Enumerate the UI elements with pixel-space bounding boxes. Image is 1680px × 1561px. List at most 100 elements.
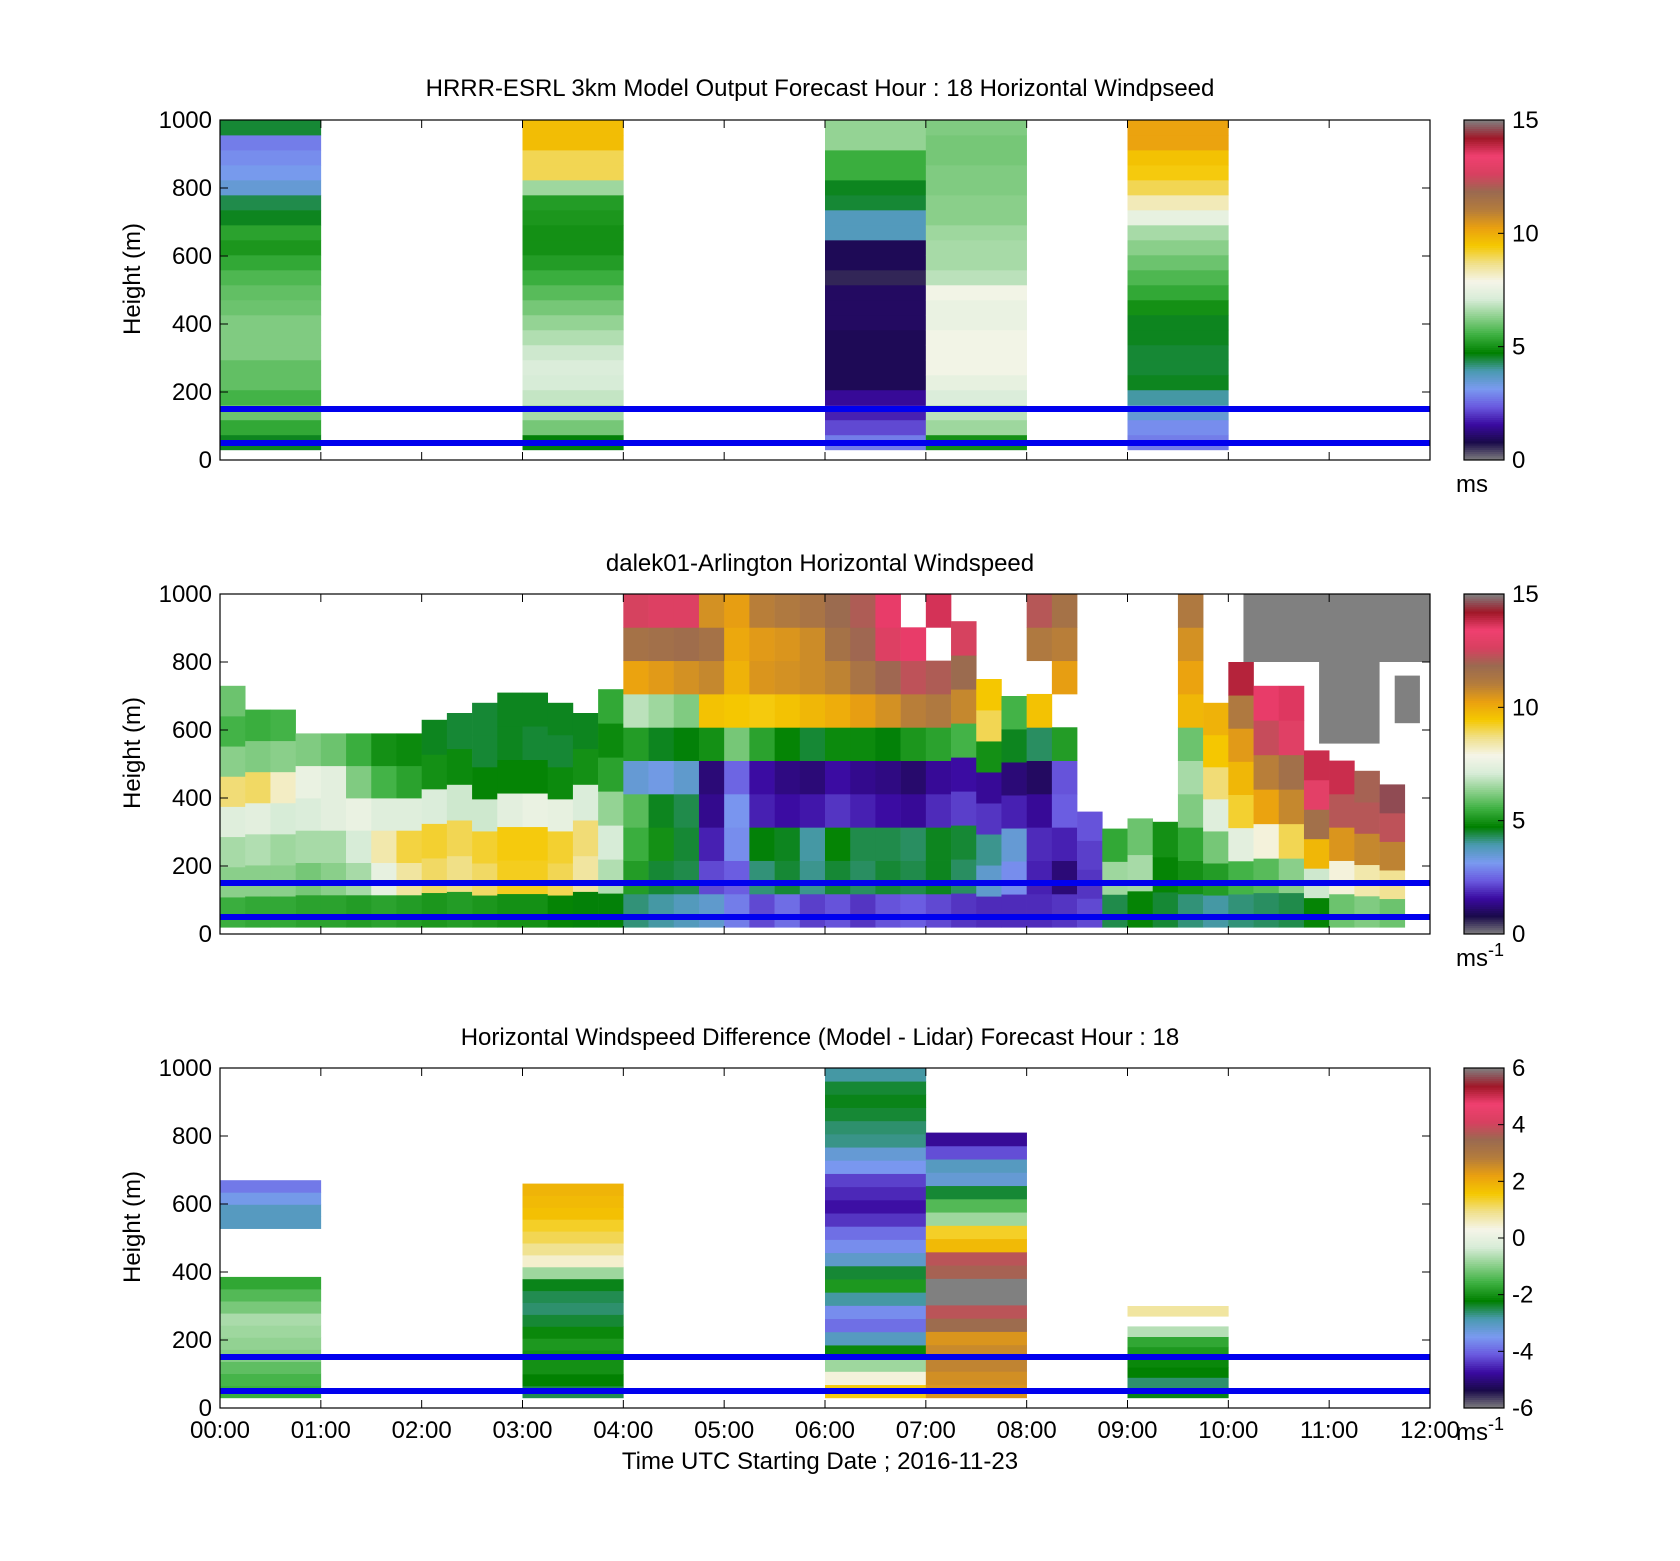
colorbar-segment bbox=[1464, 1376, 1504, 1379]
colorbar-segment bbox=[1464, 1116, 1504, 1120]
colorbar-tick-label: 5 bbox=[1512, 334, 1525, 361]
lidar-col37-cell bbox=[1152, 856, 1179, 893]
colorbar-segment bbox=[1464, 1161, 1504, 1165]
lidar-col6-cell bbox=[371, 830, 397, 863]
colorbar-segment bbox=[1464, 636, 1504, 640]
lidar-col27-cell bbox=[900, 827, 927, 861]
lidar-col1-cell bbox=[245, 833, 271, 866]
difference-col2-cell bbox=[825, 1199, 927, 1214]
lidar-col29-cell bbox=[951, 757, 977, 792]
difference-col2-cell bbox=[825, 1331, 927, 1346]
y-tick-label: 600 bbox=[172, 243, 212, 270]
lidar-col38-cell bbox=[1177, 760, 1204, 795]
lidar-col23-cell bbox=[799, 627, 826, 662]
colorbar-segment bbox=[1464, 345, 1504, 348]
lidar-col6-cell bbox=[371, 733, 397, 767]
colorbar-segment bbox=[1464, 1286, 1504, 1290]
lidar-col40-cell bbox=[1228, 794, 1254, 829]
lidar-col25-cell bbox=[850, 660, 876, 695]
lidar-col40-cell bbox=[1228, 894, 1254, 928]
colorbar-segment bbox=[1464, 1129, 1504, 1133]
colorbar-segment bbox=[1464, 307, 1504, 310]
colorbar-segment bbox=[1464, 849, 1504, 852]
colorbar-segment bbox=[1464, 795, 1504, 799]
lidar-col13-cell bbox=[547, 798, 574, 832]
colorbar-tick-label: 10 bbox=[1512, 220, 1539, 247]
colorbar-segment bbox=[1464, 236, 1504, 240]
colorbar-segment bbox=[1464, 732, 1504, 735]
difference-col0-cell bbox=[220, 1325, 322, 1338]
lidar-col5-cell bbox=[346, 894, 372, 928]
colorbar-segment bbox=[1464, 1119, 1504, 1122]
difference-col3-cell bbox=[925, 1132, 1027, 1147]
y-tick-label: 600 bbox=[172, 1191, 212, 1218]
model-col4-cell bbox=[1127, 120, 1229, 136]
colorbar-segment bbox=[1464, 774, 1504, 778]
colorbar-segment bbox=[1464, 166, 1504, 170]
lidar-col44-cell bbox=[1329, 893, 1355, 928]
lidar-col42-cell bbox=[1278, 823, 1305, 859]
colorbar-segment bbox=[1464, 1193, 1504, 1197]
lidar-col33-cell bbox=[1051, 893, 1078, 928]
model-col3-cell bbox=[925, 359, 1027, 376]
colorbar-segment bbox=[1464, 215, 1504, 219]
colorbar-segment bbox=[1464, 1340, 1504, 1343]
x-tick-label: 04:00 bbox=[593, 1417, 653, 1444]
lidar-col27-cell bbox=[900, 893, 927, 928]
model-col3-cell bbox=[925, 149, 1027, 166]
colorbar-segment bbox=[1464, 1093, 1504, 1097]
lidar-col22-cell bbox=[774, 627, 801, 662]
colorbar-segment bbox=[1464, 1074, 1504, 1078]
lidar-col36-cell bbox=[1127, 818, 1154, 856]
lidar-col20-cell bbox=[724, 693, 750, 728]
colorbar-segment bbox=[1464, 1131, 1504, 1135]
colorbar-segment bbox=[1464, 832, 1504, 835]
difference-col3-cell bbox=[925, 1304, 1027, 1319]
lidar-col20-cell bbox=[724, 727, 750, 761]
model-col3-cell bbox=[925, 224, 1027, 241]
colorbar-segment bbox=[1464, 211, 1504, 215]
colorbar-segment bbox=[1464, 674, 1504, 678]
lidar-col24-cell bbox=[825, 827, 851, 861]
lidar-col32-cell bbox=[1026, 860, 1053, 895]
colorbar-segment bbox=[1464, 1233, 1504, 1237]
colorbar-segment bbox=[1464, 315, 1504, 319]
lidar-col38-cell bbox=[1177, 827, 1204, 861]
difference-col4-cell bbox=[1127, 1336, 1229, 1348]
lidar-col13-cell bbox=[547, 895, 574, 928]
colorbar-segment bbox=[1464, 1280, 1504, 1284]
lidar-col9-cell bbox=[446, 855, 473, 892]
lidar-col21-cell bbox=[749, 727, 775, 761]
lidar-col23-cell bbox=[799, 760, 826, 795]
colorbar-segment bbox=[1464, 740, 1504, 744]
model-col0-cell bbox=[220, 374, 322, 391]
colorbar-segment bbox=[1464, 126, 1504, 130]
lidar-heatmap-cells bbox=[220, 594, 1430, 928]
lidar-col17-cell bbox=[648, 793, 675, 828]
colorbar-segment bbox=[1464, 904, 1504, 907]
colorbar-segment bbox=[1464, 798, 1504, 801]
model-col0-cell bbox=[220, 389, 322, 406]
lidar-col40-cell bbox=[1228, 728, 1254, 762]
lidar-col39-cell bbox=[1203, 766, 1229, 800]
colorbar-segment bbox=[1464, 698, 1504, 701]
colorbar-segment bbox=[1464, 162, 1504, 166]
model-col4-cell bbox=[1127, 209, 1229, 226]
difference-col2-cell bbox=[825, 1358, 927, 1372]
colorbar-segment bbox=[1464, 1078, 1504, 1082]
colorbar-segment bbox=[1464, 247, 1504, 251]
lidar-col29-cell bbox=[951, 689, 977, 724]
model-col1-cell bbox=[522, 179, 624, 196]
lidar-col35-cell bbox=[1102, 894, 1128, 928]
lidar-col20-cell bbox=[724, 660, 750, 695]
colorbar-segment bbox=[1464, 863, 1504, 867]
colorbar-segment bbox=[1464, 717, 1504, 720]
difference-col3-cell bbox=[925, 1251, 1027, 1266]
lidar-col21-cell bbox=[749, 660, 775, 695]
lidar-col5-cell bbox=[346, 862, 372, 896]
model-col2-cell bbox=[825, 134, 927, 151]
lidar-col17-cell bbox=[648, 660, 675, 695]
lidar-col26-cell bbox=[875, 594, 901, 628]
colorbar-segment bbox=[1464, 1308, 1504, 1311]
colorbar-segment bbox=[1464, 823, 1504, 827]
